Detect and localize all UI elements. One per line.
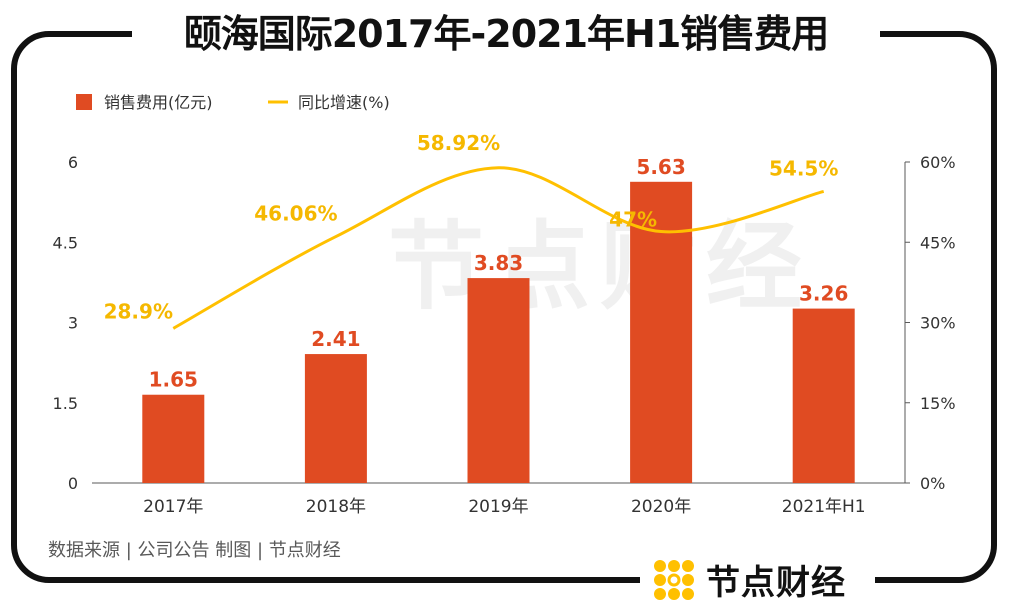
chart-title: 颐海国际2017年-2021年H1销售费用 — [183, 11, 830, 56]
bar — [142, 394, 205, 483]
x-tick-label: 2018年 — [306, 497, 366, 517]
line-value-label: 28.9% — [104, 299, 173, 323]
legend-bar-label: 销售费用(亿元) — [104, 93, 213, 112]
y-left-tick-label: 4.5 — [53, 233, 78, 252]
line-value-label: 58.92% — [417, 131, 500, 155]
y-right-tick-label: 0% — [920, 474, 945, 493]
y-right-tick-label: 30% — [920, 314, 956, 333]
bar-value-label: 3.26 — [799, 282, 848, 306]
bar — [467, 278, 530, 483]
y-right-tick-label: 60% — [920, 153, 956, 172]
title-box: 颐海国际2017年-2021年H1销售费用 — [132, 0, 880, 60]
bar-value-label: 3.83 — [474, 251, 523, 275]
bar — [792, 308, 855, 483]
y-right-tick-label: 45% — [920, 233, 956, 252]
watermark-text: 节点财经 — [388, 211, 812, 323]
data-source: 数据来源 | 公司公告 制图 | 节点财经 — [48, 540, 341, 561]
y-left-tick-label: 6 — [68, 153, 78, 172]
bar-value-label: 2.41 — [311, 327, 360, 351]
legend-bar-swatch — [76, 94, 92, 110]
line-value-label: 46.06% — [254, 202, 337, 226]
x-tick-label: 2020年 — [631, 497, 691, 517]
bar — [304, 354, 367, 483]
line-value-label: 47% — [609, 208, 657, 232]
brand-box: 节点财经 — [640, 550, 875, 609]
x-tick-label: 2019年 — [468, 497, 528, 517]
brand-name: 节点财经 — [706, 563, 846, 603]
x-tick-label: 2021年H1 — [782, 497, 866, 517]
y-left-tick-label: 3 — [68, 314, 78, 333]
bar-value-label: 1.65 — [149, 368, 198, 392]
bar-value-label: 5.63 — [636, 155, 685, 179]
y-left-tick-label: 1.5 — [53, 394, 78, 413]
growth-line — [172, 166, 825, 330]
y-right-tick-label: 15% — [920, 394, 956, 413]
line-value-label: 54.5% — [769, 156, 838, 180]
legend-line-label: 同比增速(%) — [298, 93, 390, 112]
y-left-tick-label: 0 — [68, 474, 78, 493]
brand-logo-icon — [654, 559, 694, 600]
x-tick-label: 2017年 — [143, 497, 203, 517]
